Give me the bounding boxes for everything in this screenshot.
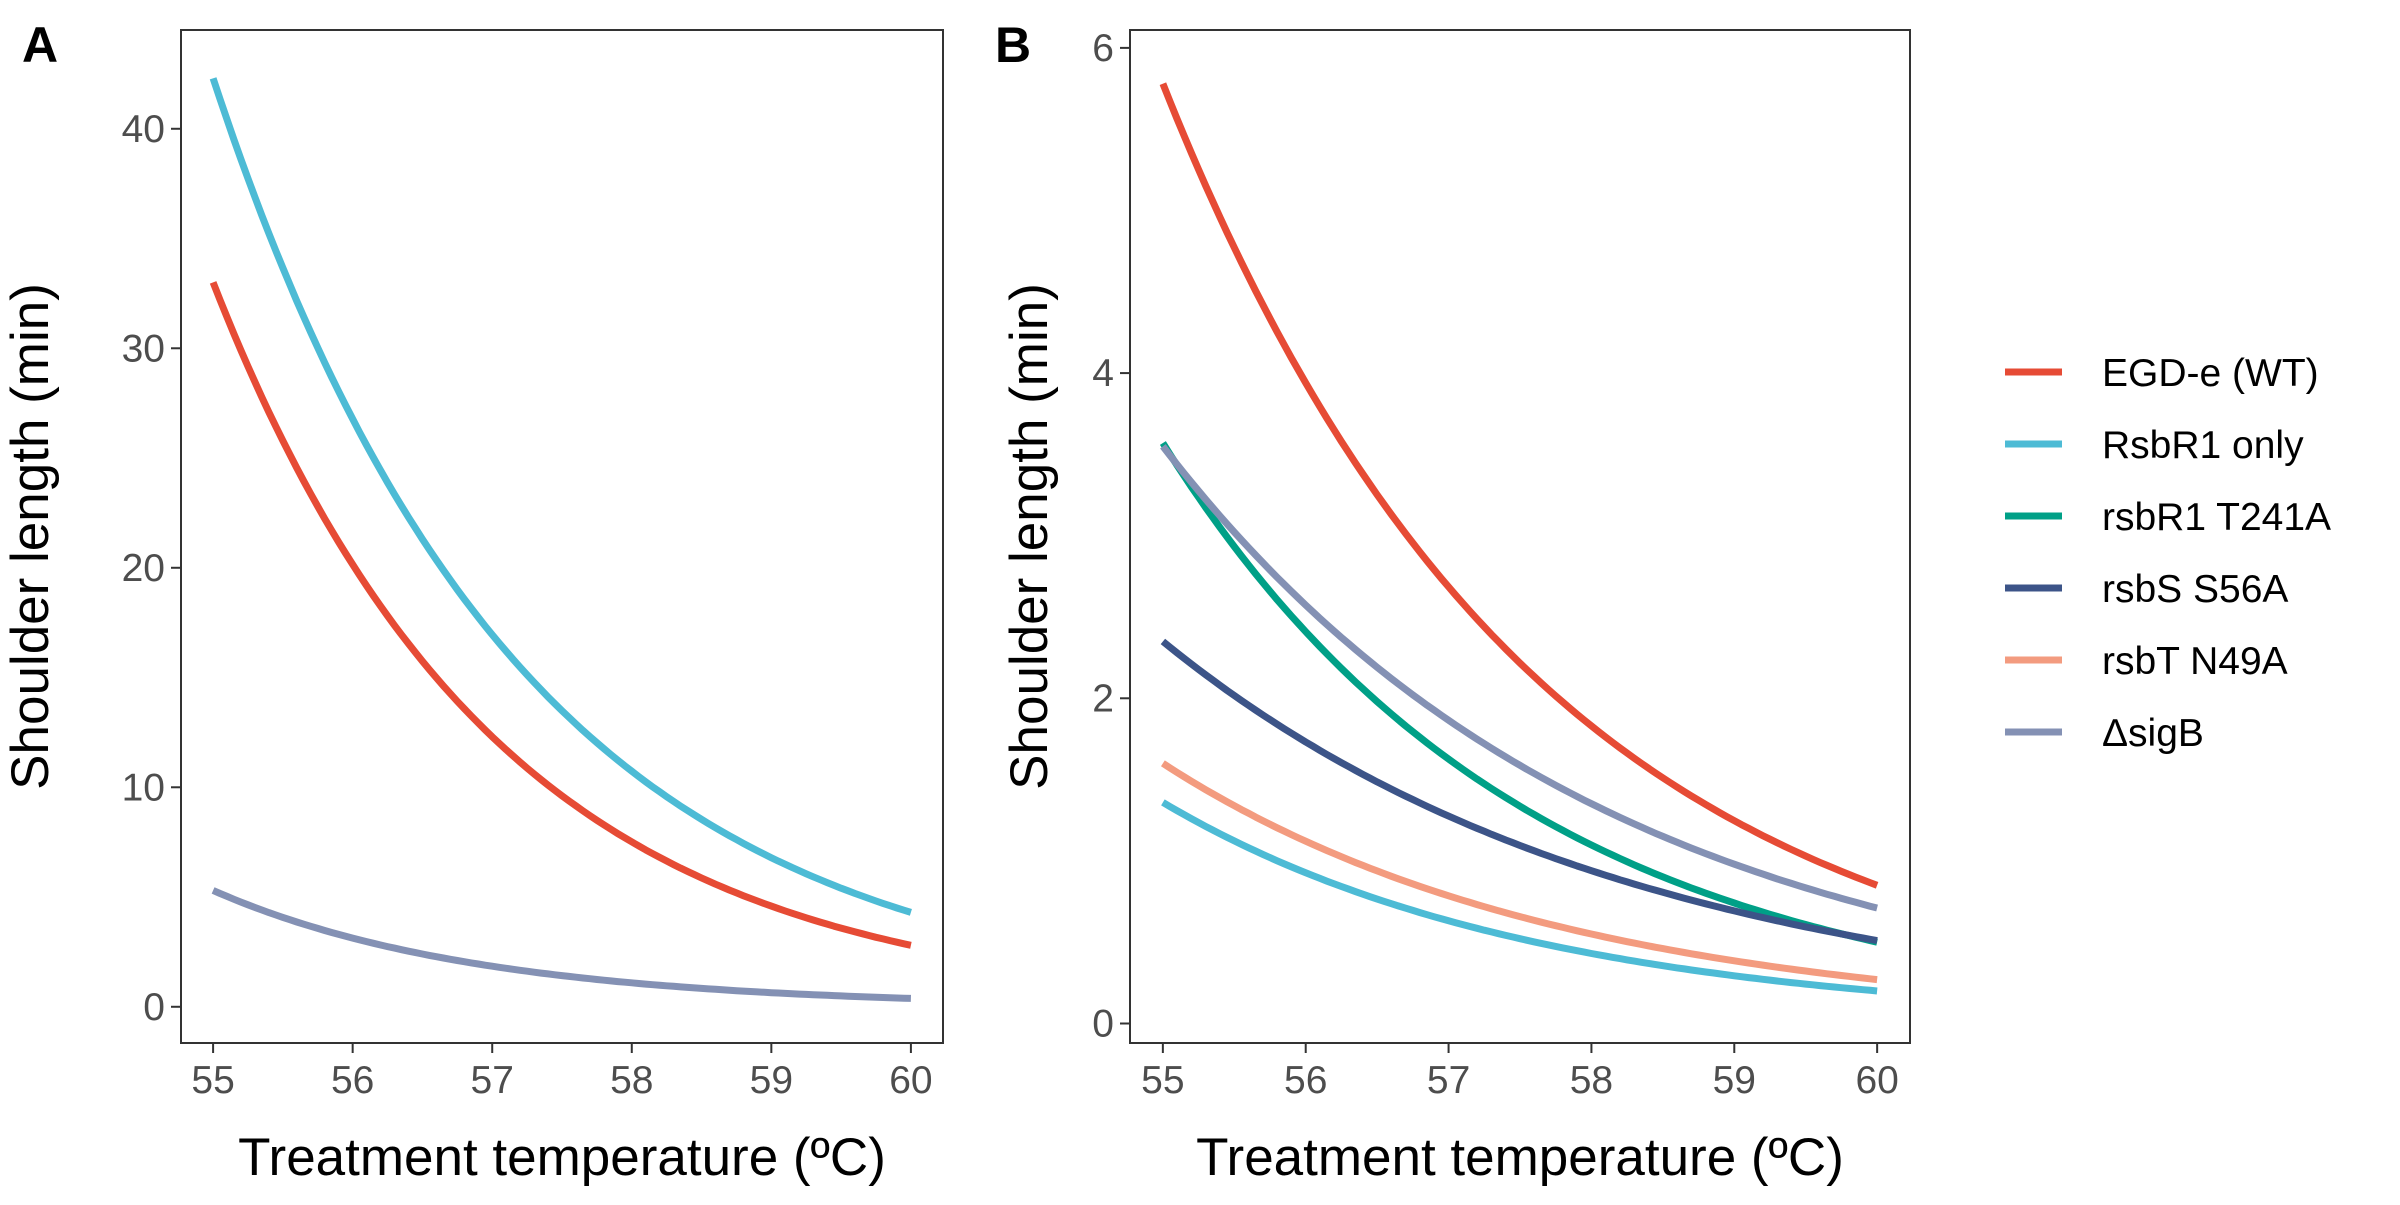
x-tick-label: 60 (889, 1059, 932, 1102)
y-tick-label: 0 (1092, 1002, 1114, 1045)
y-tick-label: 4 (1092, 352, 1114, 395)
plot-frame (1129, 29, 1911, 1044)
x-tick-label: 55 (191, 1059, 234, 1102)
series-line-rsbr1-only (209, 77, 912, 916)
panel-letter: A (22, 17, 58, 73)
legend-label: rsbT N49A (2102, 640, 2288, 683)
series-line-rsbt-n49a (1160, 760, 1878, 984)
x-axis-title: Treatment temperature (ºC) (1196, 1128, 1844, 1187)
legend-item: RsbR1 only (2005, 424, 2304, 467)
x-tick-label: 57 (1427, 1059, 1470, 1102)
legend-item: rsbT N49A (2005, 640, 2288, 683)
y-tick-label: 40 (122, 108, 165, 151)
y-tick-label: 2 (1092, 677, 1114, 720)
legend-item: EGD-e (WT) (2005, 352, 2319, 395)
x-tick-label: 56 (331, 1059, 374, 1102)
y-tick-label: 30 (122, 327, 165, 370)
series-line-rsbr1-only (1161, 799, 1878, 995)
panel-letter: B (995, 17, 1031, 73)
series-line-rsbs-s56a (1160, 638, 1878, 945)
legend-label: ΔsigB (2102, 712, 2204, 755)
y-tick-label: 6 (1092, 27, 1114, 70)
y-tick-label: 10 (122, 766, 165, 809)
legend-item: rsbS S56A (2005, 568, 2288, 611)
legend-label: rsbR1 T241A (2102, 496, 2331, 539)
x-tick-label: 59 (750, 1059, 793, 1102)
legend-item: rsbR1 T241A (2005, 496, 2331, 539)
x-axis-title: Treatment temperature (ºC) (238, 1128, 886, 1187)
legend-label: rsbS S56A (2102, 568, 2288, 611)
x-tick-label: 58 (1570, 1059, 1613, 1102)
legend-label: EGD-e (WT) (2102, 352, 2319, 395)
y-tick-label: 0 (143, 986, 165, 1029)
series-line-egd-e-wt (1159, 82, 1879, 889)
y-axis-title: Shoulder length (min) (1000, 283, 1059, 790)
legend-label: RsbR1 only (2102, 424, 2304, 467)
legend: EGD-e (WT) RsbR1 only rsbR1 T241A rsbS S56A… (2005, 352, 2331, 755)
x-tick-label: 60 (1855, 1059, 1898, 1102)
x-tick-label: 59 (1713, 1059, 1756, 1102)
x-tick-label: 55 (1141, 1059, 1184, 1102)
x-tick-label: 58 (610, 1059, 653, 1102)
x-tick-label: 56 (1284, 1059, 1327, 1102)
legend-item: ΔsigB (2005, 712, 2204, 755)
panel-b: B 0 2 4 6 55 56 57 58 59 60 Treatment temperature (… (995, 17, 1911, 1187)
y-tick-label: 20 (122, 547, 165, 590)
series-line-egd-e-wt (209, 281, 912, 949)
series-line-rsbr1-t241a (1159, 441, 1878, 946)
plot-frame (180, 29, 944, 1044)
series-line-sigb (1160, 444, 1878, 912)
y-axis-title: Shoulder length (min) (1, 283, 60, 790)
x-tick-label: 57 (471, 1059, 514, 1102)
series-line-sigb (211, 887, 911, 1002)
